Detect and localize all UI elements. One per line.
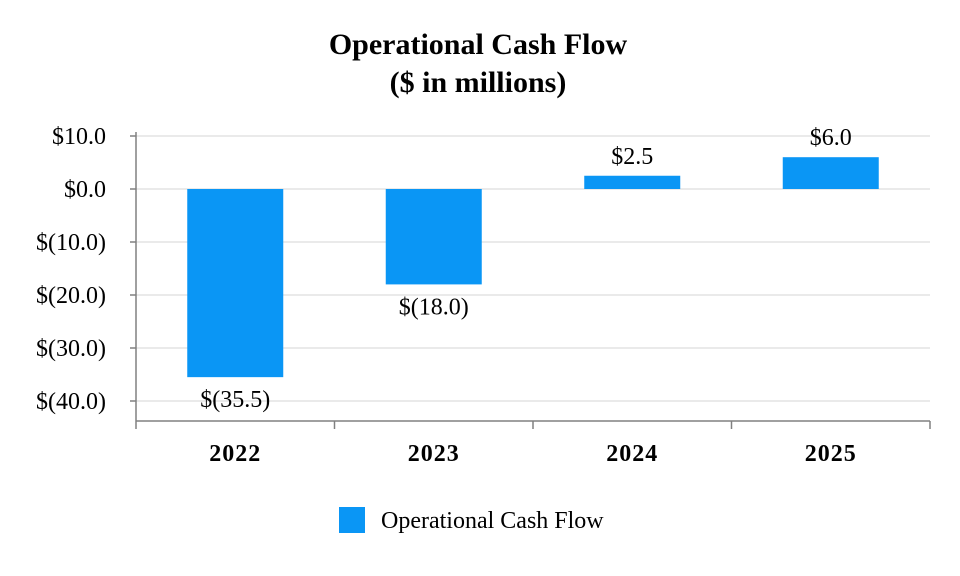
category-label-2023: 2023	[408, 441, 460, 467]
legend-label: Operational Cash Flow	[381, 508, 604, 534]
chart-subtitle: ($ in millions)	[390, 66, 567, 99]
category-label-2025: 2025	[805, 441, 857, 467]
category-label-2022: 2022	[209, 441, 261, 467]
chart-title: Operational Cash Flow	[329, 28, 628, 61]
category-label-2024: 2024	[606, 441, 658, 467]
x-axis-category-labels: 2022 2023 2024 2025	[209, 441, 857, 467]
bar-series	[187, 157, 879, 378]
data-label-2022: $(35.5)	[200, 387, 270, 413]
y-axis-tick-labels: $10.0 $0.0 $(10.0) $(20.0) $(30.0) $(40.0)	[36, 124, 106, 415]
data-label-2024: $2.5	[611, 144, 653, 170]
legend-swatch	[339, 507, 365, 533]
data-labels: $(35.5) $(18.0) $2.5 $6.0	[200, 125, 851, 413]
data-label-2025: $6.0	[810, 125, 852, 151]
y-tick-label: $(40.0)	[36, 389, 106, 415]
y-tick-label: $10.0	[52, 124, 106, 150]
legend: Operational Cash Flow	[339, 507, 604, 534]
bar-2023	[385, 189, 482, 285]
bar-2024	[584, 175, 681, 189]
y-tick-label: $(30.0)	[36, 336, 106, 362]
y-tick-label: $(10.0)	[36, 230, 106, 256]
bar-2022	[187, 189, 284, 378]
data-label-2023: $(18.0)	[399, 294, 469, 320]
y-tick-label: $0.0	[64, 177, 106, 203]
axes	[130, 132, 931, 429]
y-tick-label: $(20.0)	[36, 283, 106, 309]
bar-2025	[782, 157, 879, 189]
